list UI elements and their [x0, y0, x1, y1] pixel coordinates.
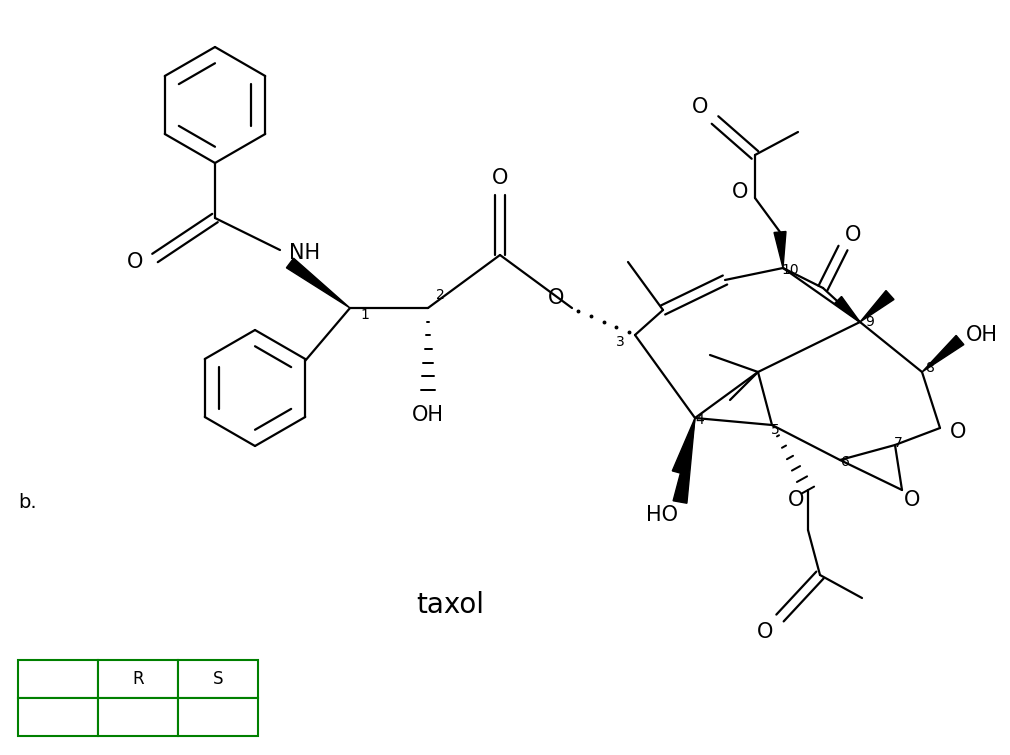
- Polygon shape: [860, 291, 894, 322]
- Text: O: O: [492, 168, 508, 188]
- Polygon shape: [922, 335, 964, 372]
- Polygon shape: [774, 232, 786, 268]
- Text: 9: 9: [866, 315, 875, 329]
- Text: 2: 2: [435, 288, 444, 302]
- Text: 1: 1: [361, 308, 370, 322]
- Bar: [98, 698, 178, 736]
- Text: O: O: [692, 97, 708, 117]
- Text: HO: HO: [646, 505, 678, 525]
- Text: S: S: [213, 670, 223, 688]
- Text: O: O: [547, 288, 565, 308]
- Polygon shape: [287, 258, 350, 308]
- Text: R: R: [132, 670, 143, 688]
- Bar: [98, 660, 178, 698]
- Text: O: O: [756, 622, 774, 642]
- Polygon shape: [673, 418, 695, 504]
- Text: O: O: [127, 252, 143, 272]
- Bar: [178, 698, 258, 736]
- Text: b.: b.: [18, 492, 36, 511]
- Text: 5: 5: [771, 423, 780, 437]
- Text: O: O: [904, 490, 920, 510]
- Text: OH: OH: [966, 325, 998, 345]
- Text: OH: OH: [412, 405, 444, 425]
- Text: O: O: [844, 225, 862, 245]
- Text: taxol: taxol: [416, 591, 484, 619]
- Text: 6: 6: [840, 455, 849, 469]
- Text: O: O: [788, 490, 804, 510]
- Text: O: O: [949, 422, 967, 442]
- Bar: [18, 660, 98, 698]
- Text: 8: 8: [925, 361, 934, 375]
- Text: 7: 7: [894, 436, 902, 450]
- Text: 10: 10: [781, 263, 799, 277]
- Text: O: O: [732, 182, 748, 202]
- Bar: [18, 698, 98, 736]
- Text: NH: NH: [290, 243, 320, 263]
- Polygon shape: [834, 297, 860, 322]
- Text: 3: 3: [616, 335, 624, 349]
- Text: 4: 4: [696, 413, 704, 427]
- Polygon shape: [673, 418, 695, 475]
- Bar: [178, 660, 258, 698]
